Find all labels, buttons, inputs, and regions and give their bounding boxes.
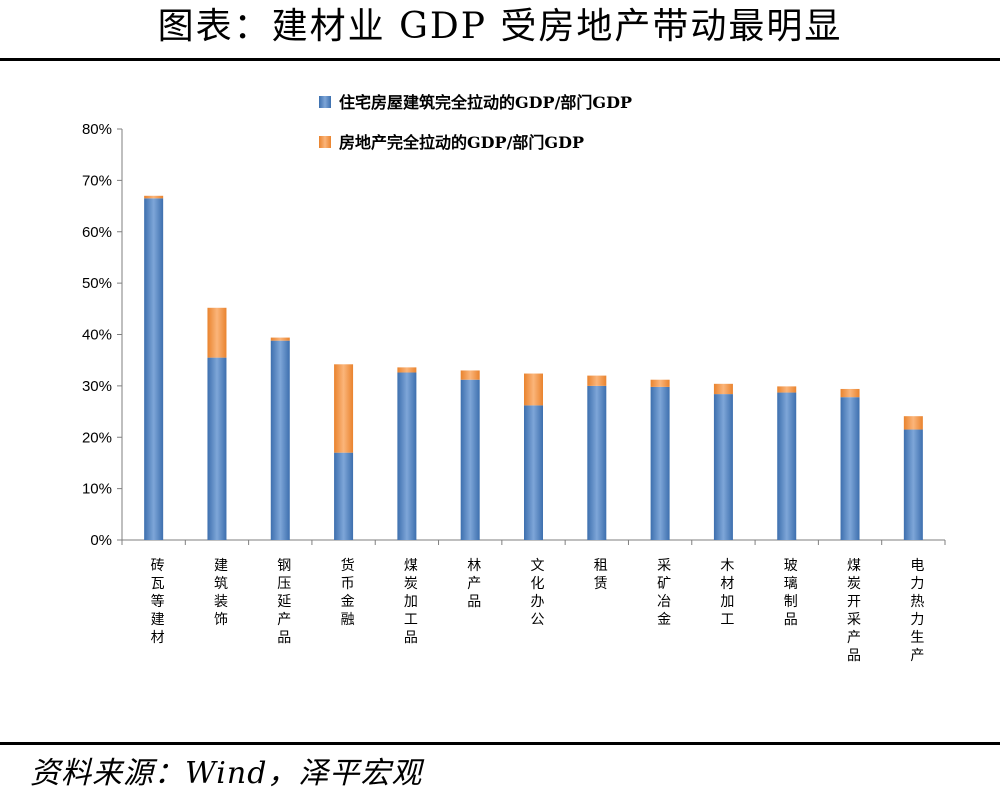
bar-realestate <box>144 195 164 199</box>
bar-realestate <box>460 370 480 380</box>
bar-residential <box>460 379 480 540</box>
y-tick-label: 70% <box>82 172 112 189</box>
stacked-bar-chart: 住宅房屋建筑完全拉动的GDP/部门GDP 房地产完全拉动的GDP/部门GDP 0… <box>82 93 946 664</box>
y-tick-label: 40% <box>82 327 112 344</box>
bar-residential <box>524 405 543 540</box>
y-tick-label: 20% <box>82 429 112 446</box>
x-tick-label: 林产品 <box>467 558 481 610</box>
bar-residential <box>397 372 417 540</box>
x-tick-label: 木材加工 <box>720 558 734 628</box>
footer-rule <box>0 742 1000 745</box>
figure-title: 图表：建材业 GDP 受房地产带动最明显 <box>157 6 843 47</box>
source-note: 资料来源：Wind，泽平宏观 <box>30 756 423 791</box>
legend-swatch-series-1 <box>319 96 331 108</box>
bar-realestate <box>840 388 860 398</box>
x-tick-label: 电力热力生产 <box>910 558 924 664</box>
bar-realestate <box>713 383 733 395</box>
x-tick-label: 钢压延产品 <box>277 558 291 646</box>
bar-realestate <box>524 373 543 406</box>
bar-residential <box>713 394 733 540</box>
bar-residential <box>777 392 797 540</box>
bar-realestate <box>270 337 290 341</box>
bar-realestate <box>903 416 923 430</box>
title-rule <box>0 58 1000 61</box>
bar-realestate <box>777 386 797 393</box>
x-tick-label: 建筑装饰 <box>214 558 228 628</box>
bar-residential <box>587 385 607 540</box>
y-tick-label: 10% <box>82 481 112 498</box>
bar-residential <box>903 429 923 540</box>
legend: 住宅房屋建筑完全拉动的GDP/部门GDP 房地产完全拉动的GDP/部门GDP <box>319 93 632 152</box>
bar-residential <box>334 452 354 540</box>
bar-residential <box>270 340 290 540</box>
x-axis-labels: 砖瓦等建材 建筑装饰 钢压延产品 货币金融 煤炭加工品 林产品 文化办公 租赁 采矿冶金 木材加工… <box>151 557 925 664</box>
y-tick-label: 0% <box>90 532 112 549</box>
x-tick-label: 煤炭加工品 <box>404 558 418 646</box>
x-tick-label: 货币金融 <box>341 557 355 628</box>
bars <box>144 195 923 540</box>
bar-residential <box>144 198 164 540</box>
y-tick-label: 30% <box>82 378 112 395</box>
x-tick-label: 玻璃制品 <box>784 558 798 628</box>
bar-residential <box>840 397 860 540</box>
y-tick-label: 50% <box>82 275 112 292</box>
x-tick-label: 砖瓦等建材 <box>151 558 165 646</box>
bar-realestate <box>207 307 227 358</box>
x-tick-label: 租赁 <box>594 558 608 592</box>
legend-swatch-series-2 <box>319 136 331 148</box>
x-tick-label: 煤炭开采产品 <box>847 558 861 664</box>
x-tick-label: 文化办公 <box>531 558 545 628</box>
y-tick-label: 80% <box>82 121 112 138</box>
legend-label-series-2: 房地产完全拉动的GDP/部门GDP <box>339 133 584 152</box>
axes: 0% 10% 20% 30% 40% 50% 60% 70% 80% <box>82 121 946 549</box>
y-tick-label: 60% <box>82 224 112 241</box>
bar-realestate <box>397 367 417 373</box>
bar-realestate <box>650 379 670 387</box>
legend-label-series-1: 住宅房屋建筑完全拉动的GDP/部门GDP <box>339 93 632 112</box>
bar-residential <box>207 357 227 540</box>
bar-realestate <box>587 375 607 386</box>
bar-realestate <box>334 364 354 453</box>
x-tick-label: 采矿冶金 <box>657 558 671 628</box>
bar-residential <box>650 386 670 540</box>
